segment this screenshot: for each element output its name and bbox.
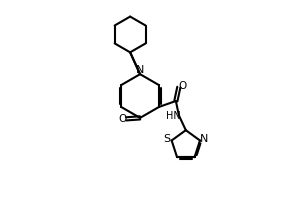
Text: O: O (119, 114, 127, 124)
Text: O: O (178, 81, 187, 91)
Text: N: N (136, 65, 144, 75)
Text: S: S (164, 134, 171, 144)
Text: HN: HN (166, 111, 181, 121)
Text: N: N (200, 134, 208, 144)
